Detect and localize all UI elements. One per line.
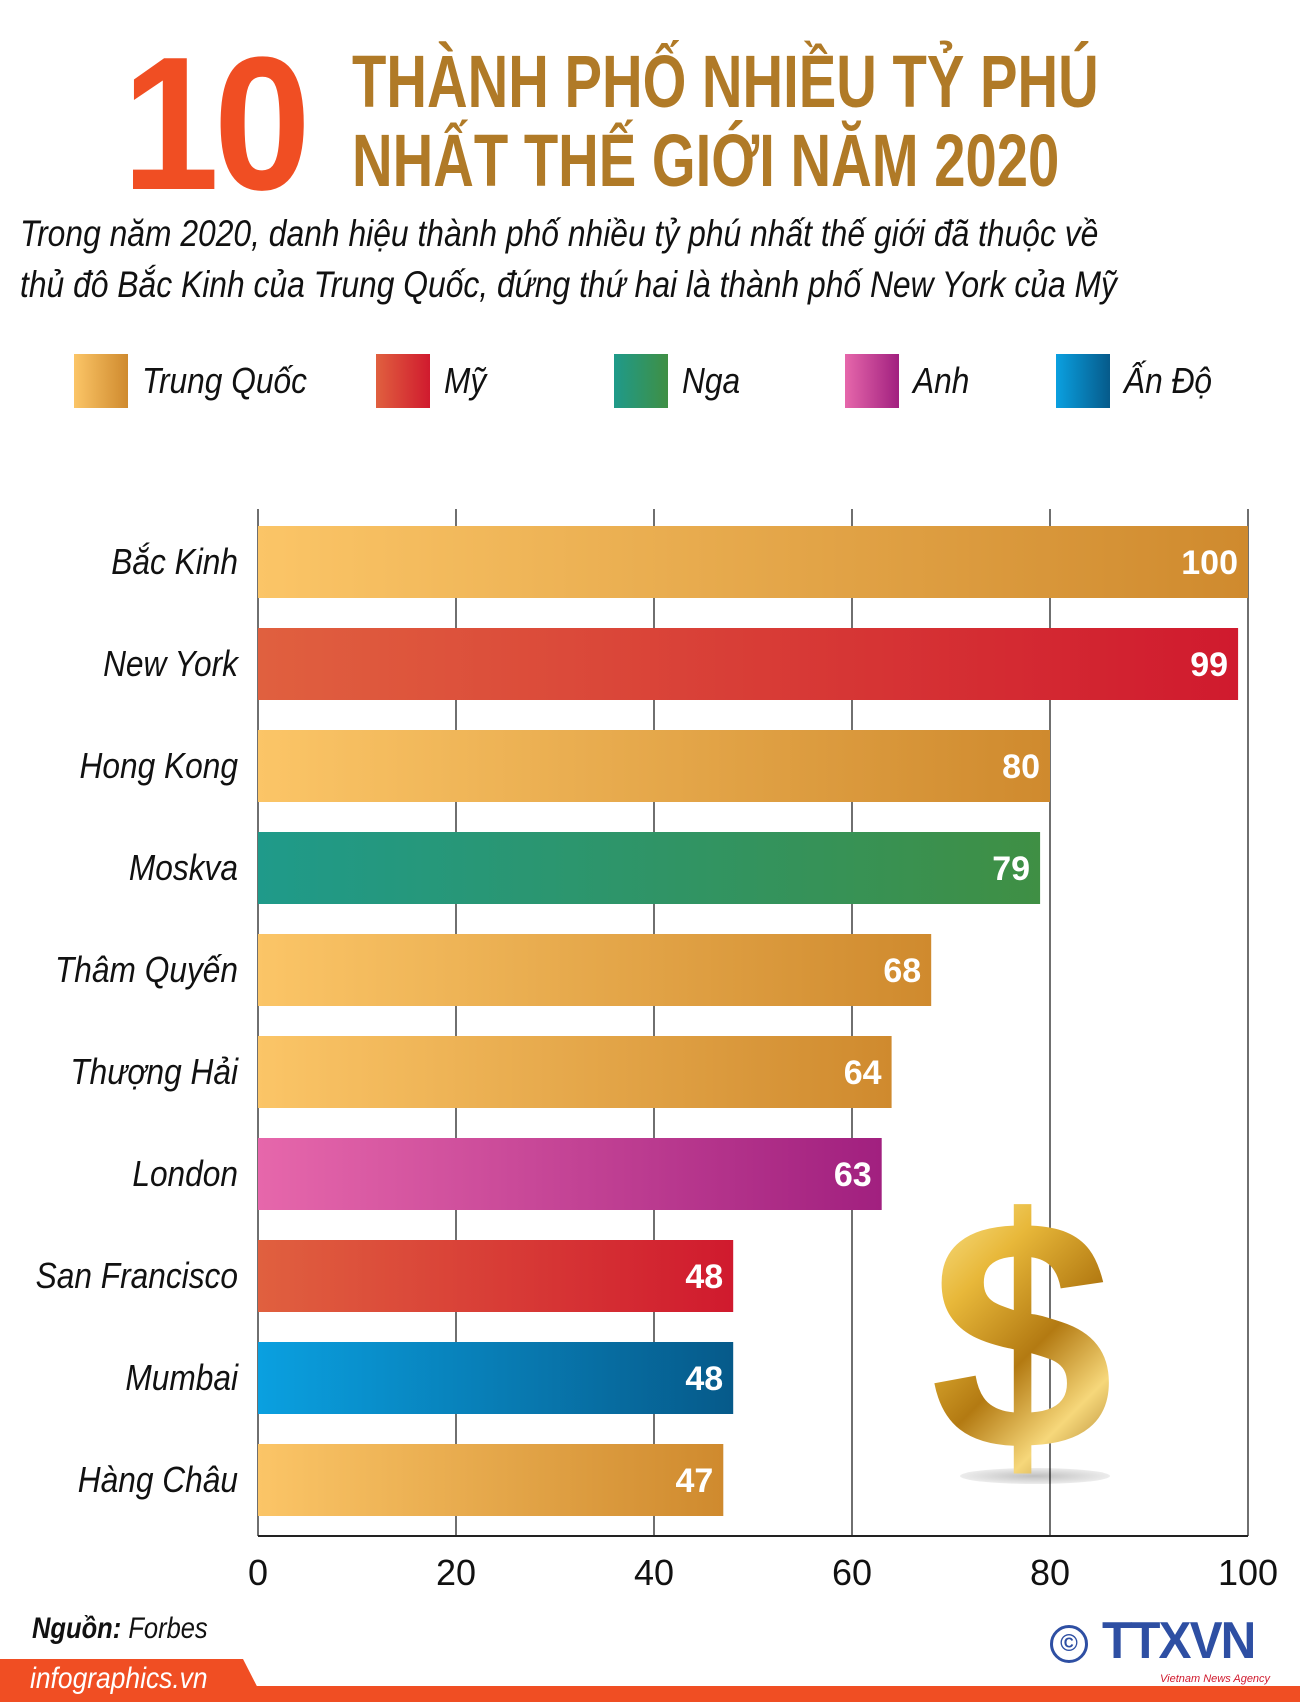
ttxvn-logo: TTXVN (1102, 1612, 1256, 1670)
category-label: Bắc Kinh (111, 542, 238, 582)
category-label: Moskva (129, 848, 238, 888)
bar (258, 526, 1248, 598)
bar (258, 1036, 892, 1108)
legend-swatch (1056, 354, 1110, 408)
source-label: Nguồn: (32, 1612, 122, 1645)
legend-item-an-do: Ấn Độ (1056, 354, 1224, 408)
data-label: 99 (1190, 646, 1228, 684)
data-label: 48 (685, 1360, 723, 1398)
title-line-1: THÀNH PHỐ NHIỀU TỶ PHÚ (352, 40, 1099, 123)
data-label: 100 (1181, 544, 1238, 582)
legend-item-trung-quoc: Trung Quốc (74, 354, 329, 408)
legend-swatch (845, 354, 899, 408)
x-tick-label: 80 (1030, 1552, 1070, 1593)
legend-swatch (376, 354, 430, 408)
category-label: Thượng Hải (70, 1052, 239, 1092)
data-label: 79 (992, 850, 1030, 888)
legend-label: Mỹ (444, 360, 487, 401)
legend-label: Anh (913, 360, 970, 401)
category-label: New York (103, 644, 240, 684)
legend-item-nga: Nga (614, 354, 748, 408)
data-label: 48 (685, 1258, 723, 1296)
x-tick-label: 0 (248, 1552, 268, 1593)
category-label: Thâm Quyến (55, 950, 238, 990)
category-label: San Francisco (36, 1256, 238, 1296)
bar (258, 934, 932, 1006)
bar (258, 1240, 734, 1312)
data-label: 63 (834, 1156, 872, 1194)
legend-swatch (74, 354, 128, 408)
title-number: 10 (122, 18, 311, 230)
dollar-shadow (960, 1468, 1110, 1484)
legend-item-anh: Anh (845, 354, 977, 408)
category-label: London (132, 1154, 238, 1194)
x-tick-label: 60 (832, 1552, 872, 1593)
gold-dollar-sign-icon: $ (930, 1150, 1114, 1519)
category-label: Mumbai (125, 1358, 239, 1398)
ttxvn-logo-subtitle: Vietnam News Agency (1160, 1673, 1271, 1685)
title-line-2: NHẤT THẾ GIỚI NĂM 2020 (352, 119, 1060, 202)
category-label: Hàng Châu (78, 1460, 238, 1500)
bar (258, 1138, 882, 1210)
data-label: 64 (844, 1054, 882, 1092)
copyright-icon: © (1050, 1625, 1088, 1663)
source-note: Nguồn: Forbes (32, 1612, 208, 1646)
subtitle-line-1: Trong năm 2020, danh hiệu thành phố nhiề… (20, 213, 1099, 254)
data-label: 80 (1002, 748, 1040, 786)
x-tick-label: 40 (634, 1552, 674, 1593)
legend-item-my: Mỹ (376, 354, 492, 408)
legend-swatch (614, 354, 668, 408)
legend-label: Nga (682, 360, 741, 401)
source-value: Forbes (128, 1612, 208, 1645)
bar (258, 832, 1041, 904)
bar (258, 1444, 724, 1516)
site-link[interactable]: infographics.vn (30, 1662, 208, 1695)
data-label: 68 (883, 952, 921, 990)
x-tick-label: 20 (436, 1552, 476, 1593)
bar (258, 1342, 734, 1414)
data-label: 47 (675, 1462, 713, 1500)
bar (258, 730, 1050, 802)
subtitle-line-2: thủ đô Bắc Kinh của Trung Quốc, đứng thứ… (20, 264, 1117, 305)
legend-label: Trung Quốc (142, 360, 307, 401)
category-label: Hong Kong (80, 746, 239, 786)
x-tick-label: 100 (1218, 1552, 1278, 1593)
legend-label: Ấn Độ (1124, 360, 1213, 401)
footer-bar (0, 1686, 1300, 1702)
bar (258, 628, 1239, 700)
